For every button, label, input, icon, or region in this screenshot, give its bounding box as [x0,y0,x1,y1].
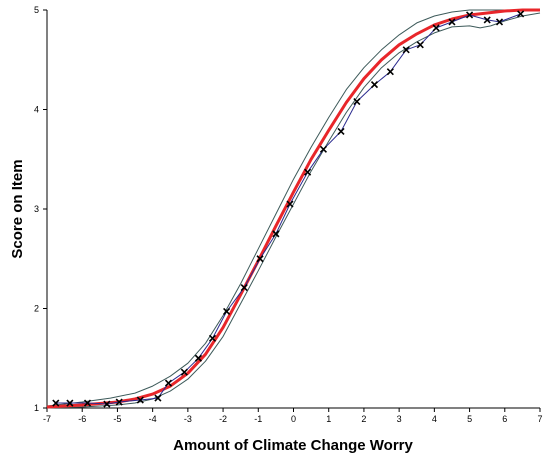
x-tick-label: 0 [291,414,296,424]
y-tick-label: 4 [34,105,39,115]
x-tick-label: 7 [537,414,542,424]
observed-score-marker [66,399,74,407]
x-tick-label: 2 [361,414,366,424]
observed-score-marker [136,396,144,404]
observed-score-marker [272,230,280,238]
x-tick-label: -5 [113,414,121,424]
observed-score-marker [432,24,440,32]
x-tick-label: 3 [397,414,402,424]
observed-score-marker [83,399,92,407]
observed-score-marker [208,334,217,342]
observed-score-marker [495,18,504,26]
x-tick-label: -4 [149,414,157,424]
observed-score-marker [286,200,294,208]
observed-score-marker [370,81,379,89]
plot-area [46,10,540,409]
observed-score-marker [164,379,173,387]
y-tick-label: 5 [34,5,39,15]
observed-score-marker [517,10,525,18]
observed-score-marker [416,41,424,49]
observed-score-marker [304,168,312,176]
x-tick-label: -1 [254,414,262,424]
observed-score-marker [115,398,123,406]
y-tick-label: 1 [34,403,39,413]
observed-score-marker [319,145,327,153]
observed-score-marker [180,368,188,376]
observed-score-marker [353,97,361,106]
x-tick-label: 1 [326,414,331,424]
x-tick-label: -7 [43,414,51,424]
x-tick-label: -3 [184,414,192,424]
observed-score-marker [448,18,456,26]
observed-score-marker [256,255,264,263]
observed-score-marker [103,400,111,408]
x-tick-label: 5 [467,414,472,424]
observed-score-marker [52,399,60,407]
x-axis-title: Amount of Climate Change Worry [173,437,413,454]
y-tick-label: 2 [34,304,39,314]
x-tick-label: 4 [432,414,437,424]
observed-scores-line [55,13,521,405]
observed-score-marker [194,354,202,362]
x-tick-label: -6 [78,414,86,424]
observed-score-marker [337,127,345,135]
lower-confidence-band-line [46,12,541,409]
observed-score-marker [223,307,231,316]
observed-score-marker [154,394,162,402]
x-tick-label: 6 [502,414,507,424]
expected-score-curve-line [46,8,540,409]
x-tick-label: -2 [219,414,227,424]
observed-score-marker [386,68,394,76]
observed-score-marker [240,284,248,292]
observed-score-marker [466,11,474,19]
y-tick-label: 3 [34,204,39,214]
observed-score-marker [483,16,491,24]
upper-confidence-band-line [46,9,540,407]
y-axis-title: Score on Item [9,159,26,258]
observed-score-marker [402,46,410,54]
